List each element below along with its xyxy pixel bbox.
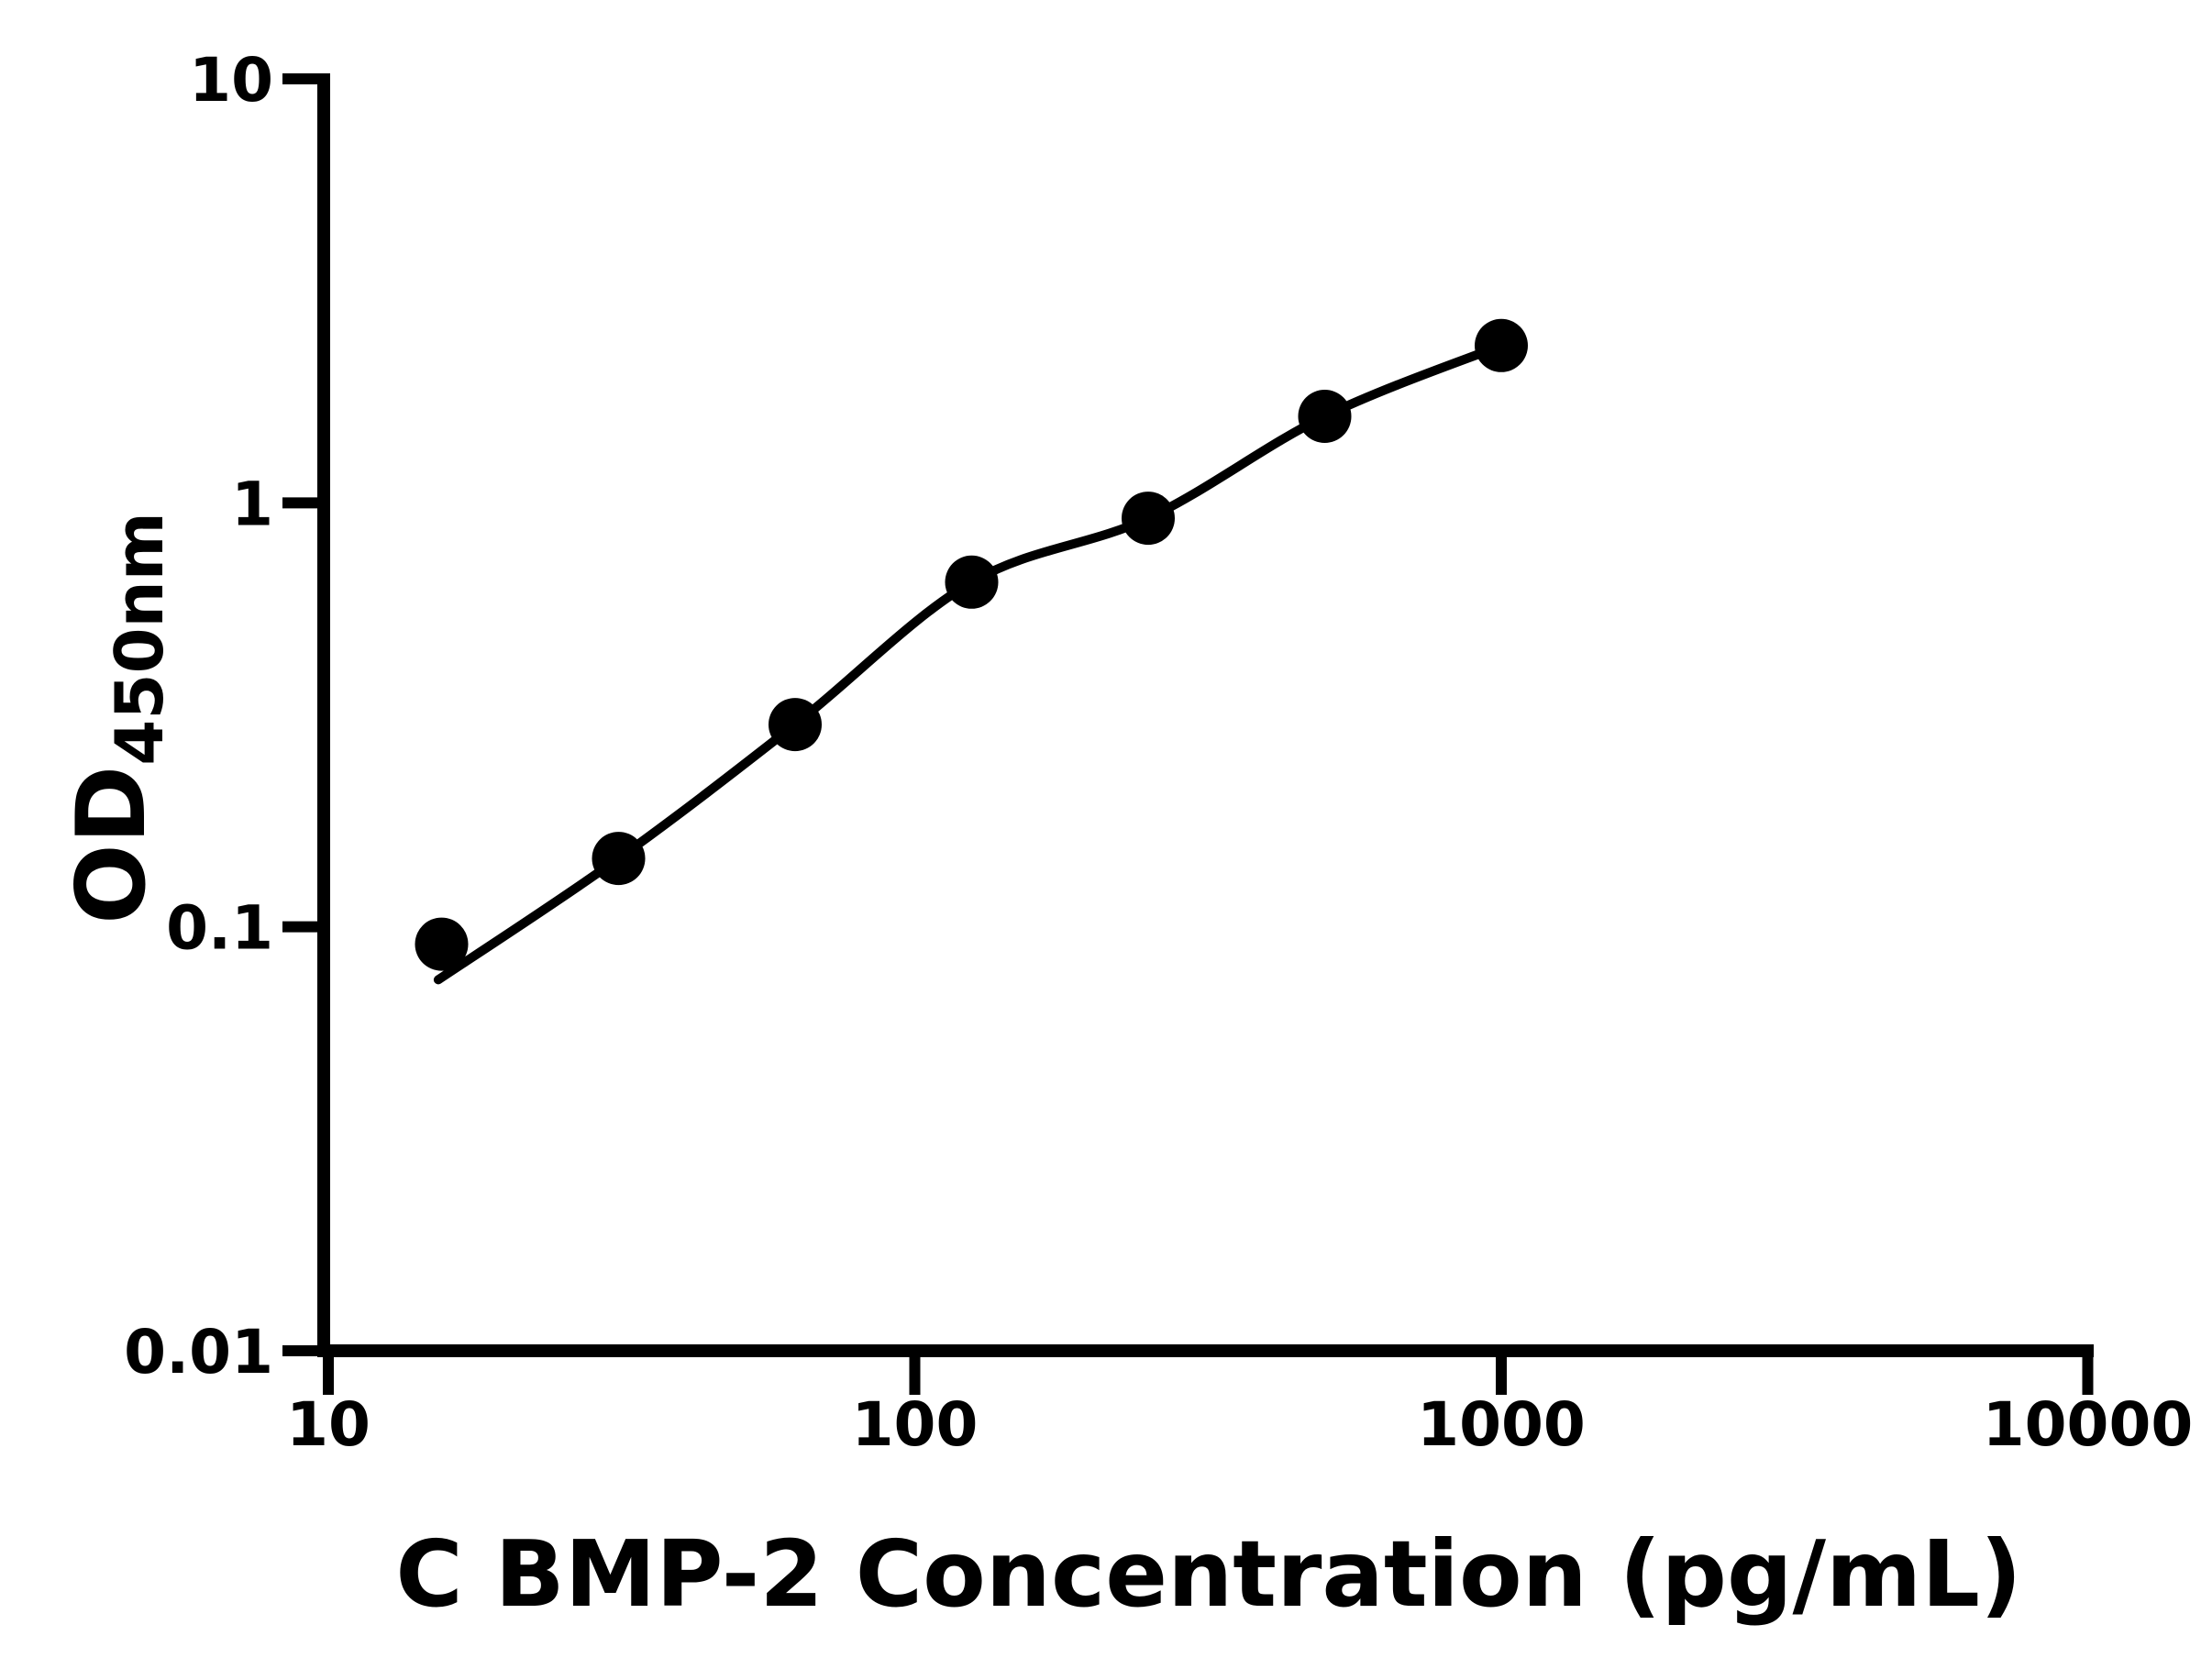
axis-ticks — [282, 73, 2094, 1395]
y-tick-label: 0.01 — [124, 1317, 273, 1387]
x-tick-label: 100 — [852, 1389, 979, 1460]
fit-curve-line — [433, 340, 1506, 985]
data-point-marker — [769, 698, 822, 752]
axes — [317, 73, 2094, 1357]
y-axis-title: OD450nm — [57, 512, 178, 924]
y-tick-label: 1 — [231, 469, 273, 539]
data-point-marker — [1122, 492, 1175, 546]
x-axis-title: C BMP-2 Concentration (pg/mL) — [395, 1520, 2021, 1628]
y-axis-title-main: OD — [57, 766, 167, 924]
y-tick-label: 10 — [189, 45, 273, 116]
x-tick-label: 1000 — [1417, 1389, 1586, 1460]
data-point-marker — [1475, 318, 1528, 372]
data-point-marker — [592, 832, 646, 886]
data-point-marker — [415, 917, 469, 971]
y-tick-label: 0.1 — [166, 893, 273, 964]
x-tick-label: 10000 — [1983, 1389, 2194, 1460]
x-tick-label: 10 — [286, 1389, 371, 1460]
elisa-standard-curve-figure: 10 1 0.1 0.01 10 100 1000 10000 C BMP-2 Concent… — [37, 15, 2201, 1665]
data-series — [415, 318, 1528, 985]
y-axis-title-subscript: 450nm — [101, 512, 178, 766]
data-point-marker — [1298, 390, 1352, 443]
data-point-marker — [945, 555, 999, 609]
